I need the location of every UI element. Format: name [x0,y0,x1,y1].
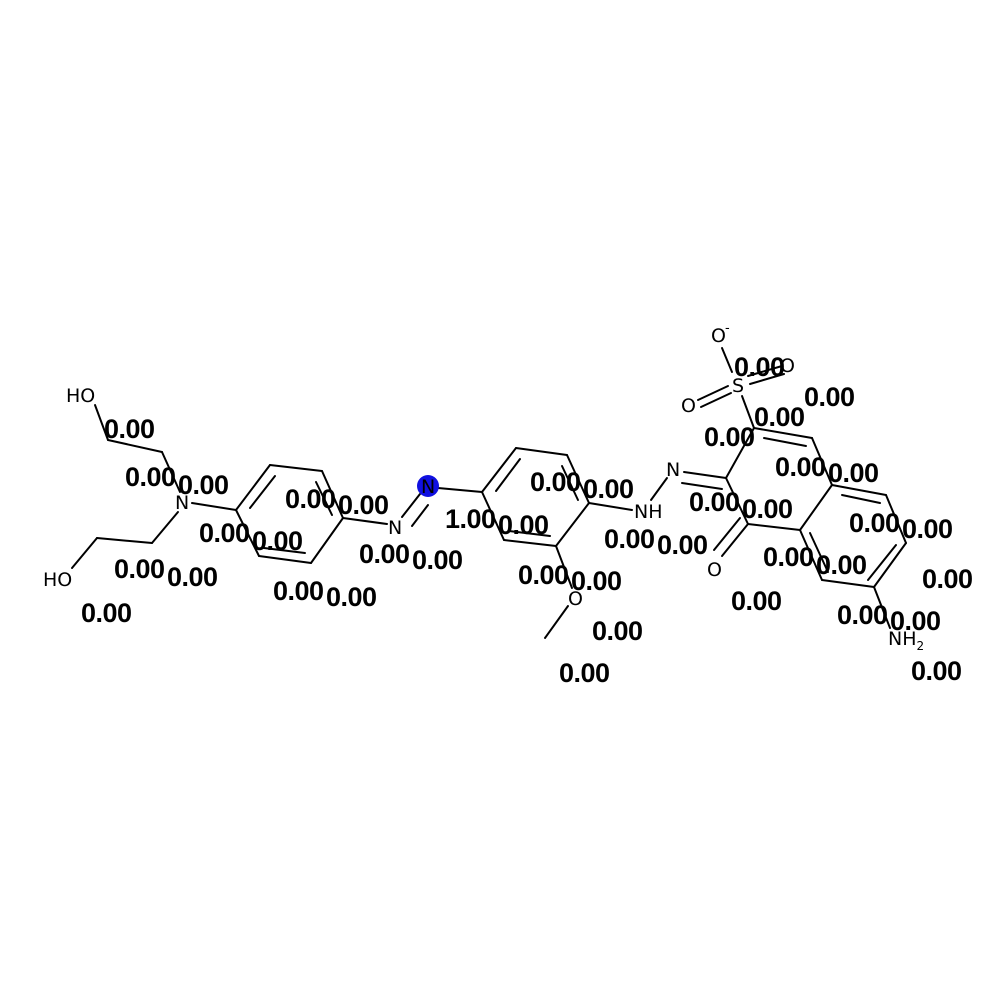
atom-value: 0.00 [890,606,941,636]
hydrazone-nitrogen-label: N [666,459,680,481]
atom-value: 0.00 [178,470,229,500]
azo-nitrogen-label-2: N [421,476,435,498]
atom-value: 0.00 [742,494,793,524]
atom-labels: HO HO N N N NH N O O S O - O O NH2 [43,321,924,653]
atom-value: 0.00 [359,539,410,569]
atom-value: 0.00 [273,576,324,606]
hydroxyl-label-bottom: HO [43,569,72,591]
atom-value: 0.00 [657,530,708,560]
atom-value: 0.00 [114,554,165,584]
atom-value: 0.00 [775,452,826,482]
atom-value: 0.00 [412,545,463,575]
carbonyl-oxygen-label: O [707,559,722,581]
atom-value: 0.00 [816,550,867,580]
hydroxyl-label-top: HO [66,385,95,407]
sulfur-label: S [732,375,744,397]
atom-value: 0.00 [604,524,655,554]
amine-nitrogen-label: N [175,492,189,514]
atom-value: 0.00 [828,458,879,488]
atom-value: 0.00 [837,600,888,630]
atom-value: 0.00 [559,658,610,688]
sulfonate-oxygen-top-label: O [711,325,726,347]
atom-value: 0.00 [167,562,218,592]
atom-value: 0.00 [911,656,962,686]
atom-value: 0.00 [849,508,900,538]
atom-value: 0.00 [81,598,132,628]
charge-label: - [725,321,730,336]
atom-value: 0.00 [125,462,176,492]
atom-values: 0.00 0.00 0.00 0.00 0.00 0.00 0.00 0.00 … [81,352,973,688]
atom-value: 0.00 [104,414,155,444]
atom-value: 0.00 [704,422,755,452]
atom-value: 0.00 [326,582,377,612]
atom-value: 0.00 [518,560,569,590]
imine-nh-label: NH [634,501,663,523]
atom-value: 0.00 [285,484,336,514]
atom-value: 0.00 [734,352,785,382]
atom-value: 0.00 [922,564,973,594]
atom-value: 0.00 [763,542,814,572]
sulfonate-oxygen-right-label: O [780,355,795,377]
bonds [71,347,907,639]
atom-value: 1.00 [445,504,496,534]
atom-value: 0.00 [338,490,389,520]
atom-value: 0.00 [689,487,740,517]
atom-value: 0.00 [530,467,581,497]
atom-value: 0.00 [252,526,303,556]
atom-value: 0.00 [731,586,782,616]
atom-value: 0.00 [902,514,953,544]
atom-value: 0.00 [199,518,250,548]
atom-value: 0.00 [804,382,855,412]
methoxy-oxygen-label: O [568,588,583,610]
atom-value: 0.00 [592,616,643,646]
atom-value: 0.00 [498,510,549,540]
sulfonate-oxygen-left-label: O [681,395,696,417]
atom-value: 0.00 [754,402,805,432]
atom-value: 0.00 [571,566,622,596]
azo-nitrogen-label-1: N [388,517,402,539]
atom-value: 0.00 [583,474,634,504]
highlighted-atom [417,475,439,497]
amino-label: NH2 [888,628,924,653]
